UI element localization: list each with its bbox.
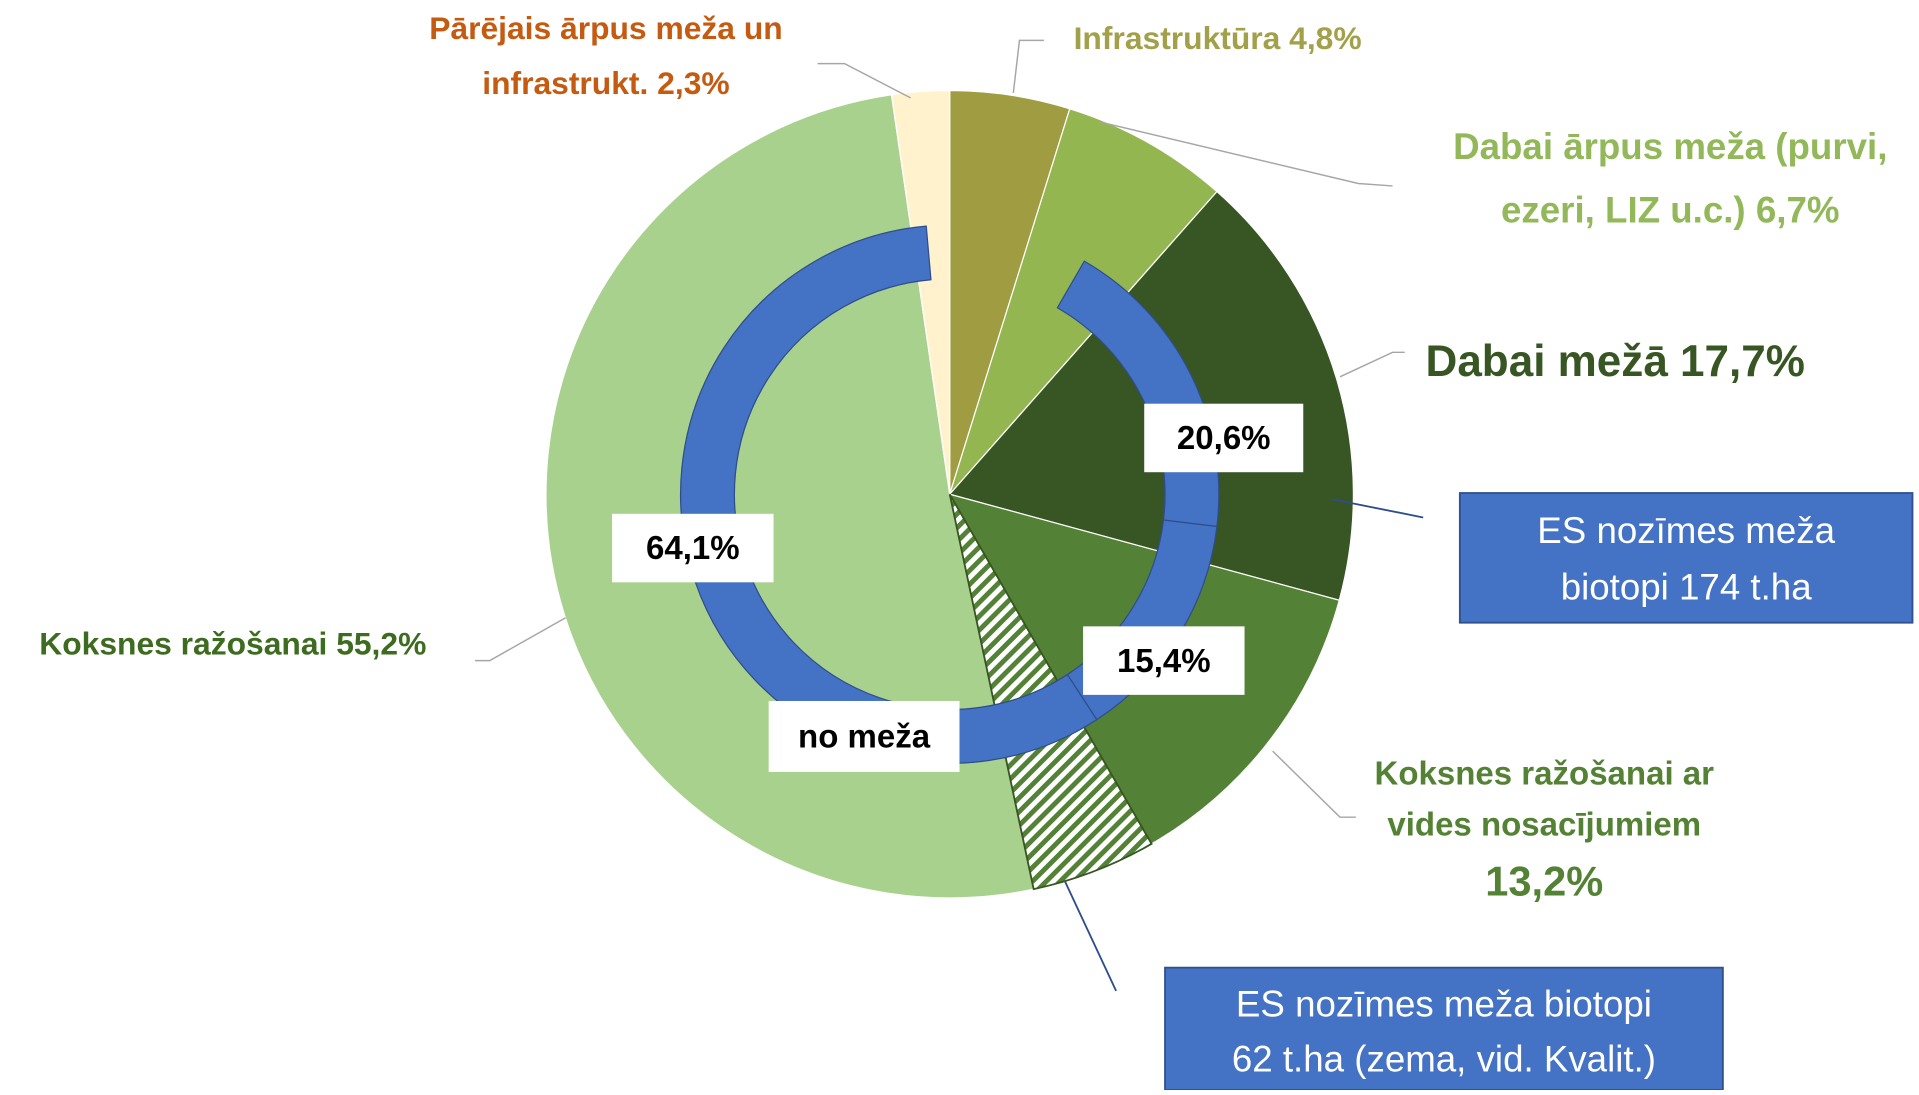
annotation-text: biotopi 174 t.ha [1561,566,1812,607]
annotation-text: 62 t.ha (zema, vid. Kvalit.) [1232,1039,1656,1080]
leader-line [817,62,911,99]
annotation-box [1458,492,1914,624]
annotation-leader [1063,880,1117,992]
ring-label-box [1083,626,1245,695]
ring-label: 15,4% [1117,642,1211,679]
annotation-leader [1331,498,1424,519]
ring-label-box [612,513,774,583]
annotation-text: ES nozīmes meža biotopi [1236,984,1652,1025]
slice-label: Dabai mežā 17,7% [1426,337,1805,386]
leader-line [475,617,566,662]
ring-label: 64,1% [646,529,740,566]
leader-line [1339,351,1405,378]
slice-label: Koksnes ražošanai 55,2% [39,625,426,661]
slice-label: 13,2% [1485,857,1603,904]
leader-line [1272,750,1356,818]
slice-label: Infrastruktūra 4,8% [1074,20,1362,56]
slice-label: Koksnes ražošanai ar [1375,754,1715,791]
annotation-box [1164,966,1724,1091]
slice-label: Dabai ārpus meža (purvi, [1453,126,1887,167]
slice-label: ezeri, LIZ u.c.) 6,7% [1501,190,1839,231]
slice-label: Pārējais ārpus meža un [429,10,782,46]
slice-label: infrastrukt. 2,3% [482,65,729,101]
ring-label: 20,6% [1177,419,1271,456]
inner-note: no meža [798,718,931,755]
leader-line [1101,121,1393,187]
pie-slice [890,89,951,495]
ring-label-box [1144,403,1304,473]
slice-label: vides nosacījumiem [1387,806,1701,843]
note-box [768,700,960,772]
leader-line [1012,39,1044,94]
annotation-text: ES nozīmes meža [1537,510,1835,551]
